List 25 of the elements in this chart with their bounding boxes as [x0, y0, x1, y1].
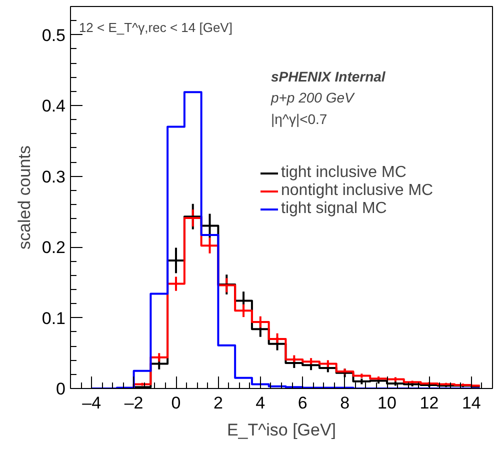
x-tick-label: –4: [82, 394, 102, 412]
legend-label: tight inclusive MC: [281, 164, 406, 182]
x-tick-label: 8: [340, 394, 350, 412]
y-axis-title: scaled counts: [14, 146, 34, 250]
y-tick-label: 0.1: [42, 308, 66, 328]
y-tick-label: 0: [56, 380, 66, 398]
annotation: |η^γ|<0.7: [270, 110, 328, 127]
annotation: p+p 200 GeV: [270, 90, 356, 106]
y-tick-label: 0.3: [42, 167, 66, 186]
y-tick-label: 0.4: [42, 96, 66, 116]
y-tick-label: 0.5: [42, 26, 66, 45]
x-tick-label: 12: [420, 394, 439, 412]
legend-label: nontight inclusive MC: [281, 182, 434, 200]
x-tick-label: 4: [256, 394, 266, 412]
x-tick-label: 6: [298, 394, 308, 412]
x-axis-title: E_T^iso [GeV]: [226, 420, 336, 440]
x-tick-label: 14: [462, 394, 481, 412]
x-tick-label: –2: [124, 394, 144, 412]
x-tick-label: 0: [171, 394, 181, 412]
legend-label: tight signal MC: [281, 200, 387, 218]
annotation: sPHENIX Internal: [270, 68, 386, 84]
y-tick-label: 0.2: [42, 238, 66, 258]
annotation: 12 < E_T^γ,rec < 14 [GeV]: [78, 20, 232, 35]
x-tick-label: 10: [378, 394, 396, 412]
x-tick-label: 2: [213, 394, 223, 412]
